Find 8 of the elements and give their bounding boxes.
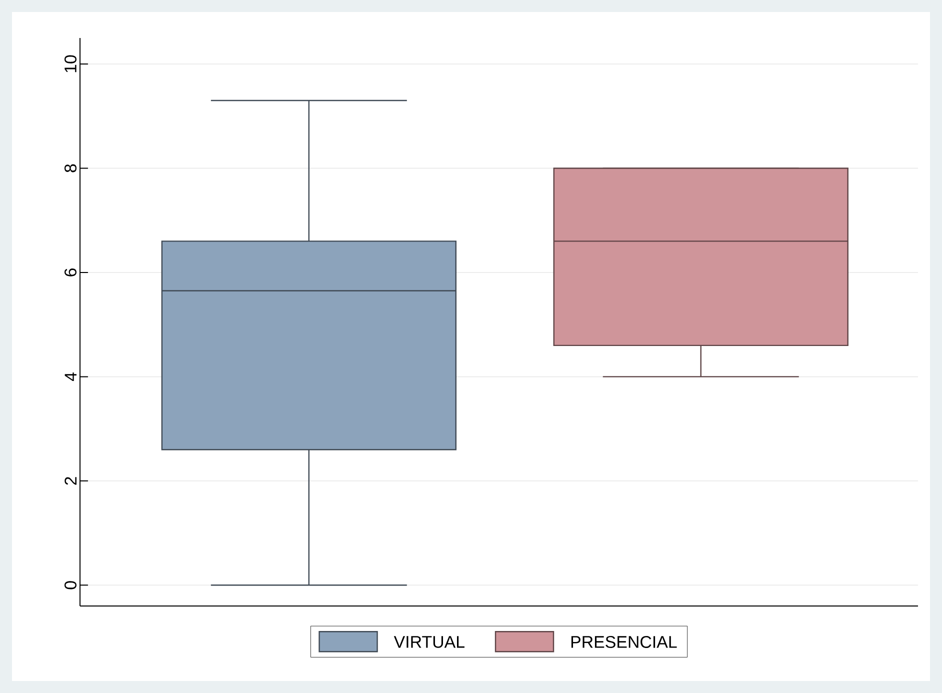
y-tick-label: 2 <box>64 477 76 485</box>
y-tick-label: 8 <box>64 164 76 172</box>
y-tick-label: 10 <box>64 55 76 72</box>
legend-label: PRESENCIAL <box>571 636 677 648</box>
legend-label: VIRTUAL <box>394 636 464 648</box>
y-tick-label: 4 <box>64 372 76 382</box>
y-tick-label: 6 <box>64 268 76 276</box>
y-tick-label: 0 <box>64 581 76 590</box>
